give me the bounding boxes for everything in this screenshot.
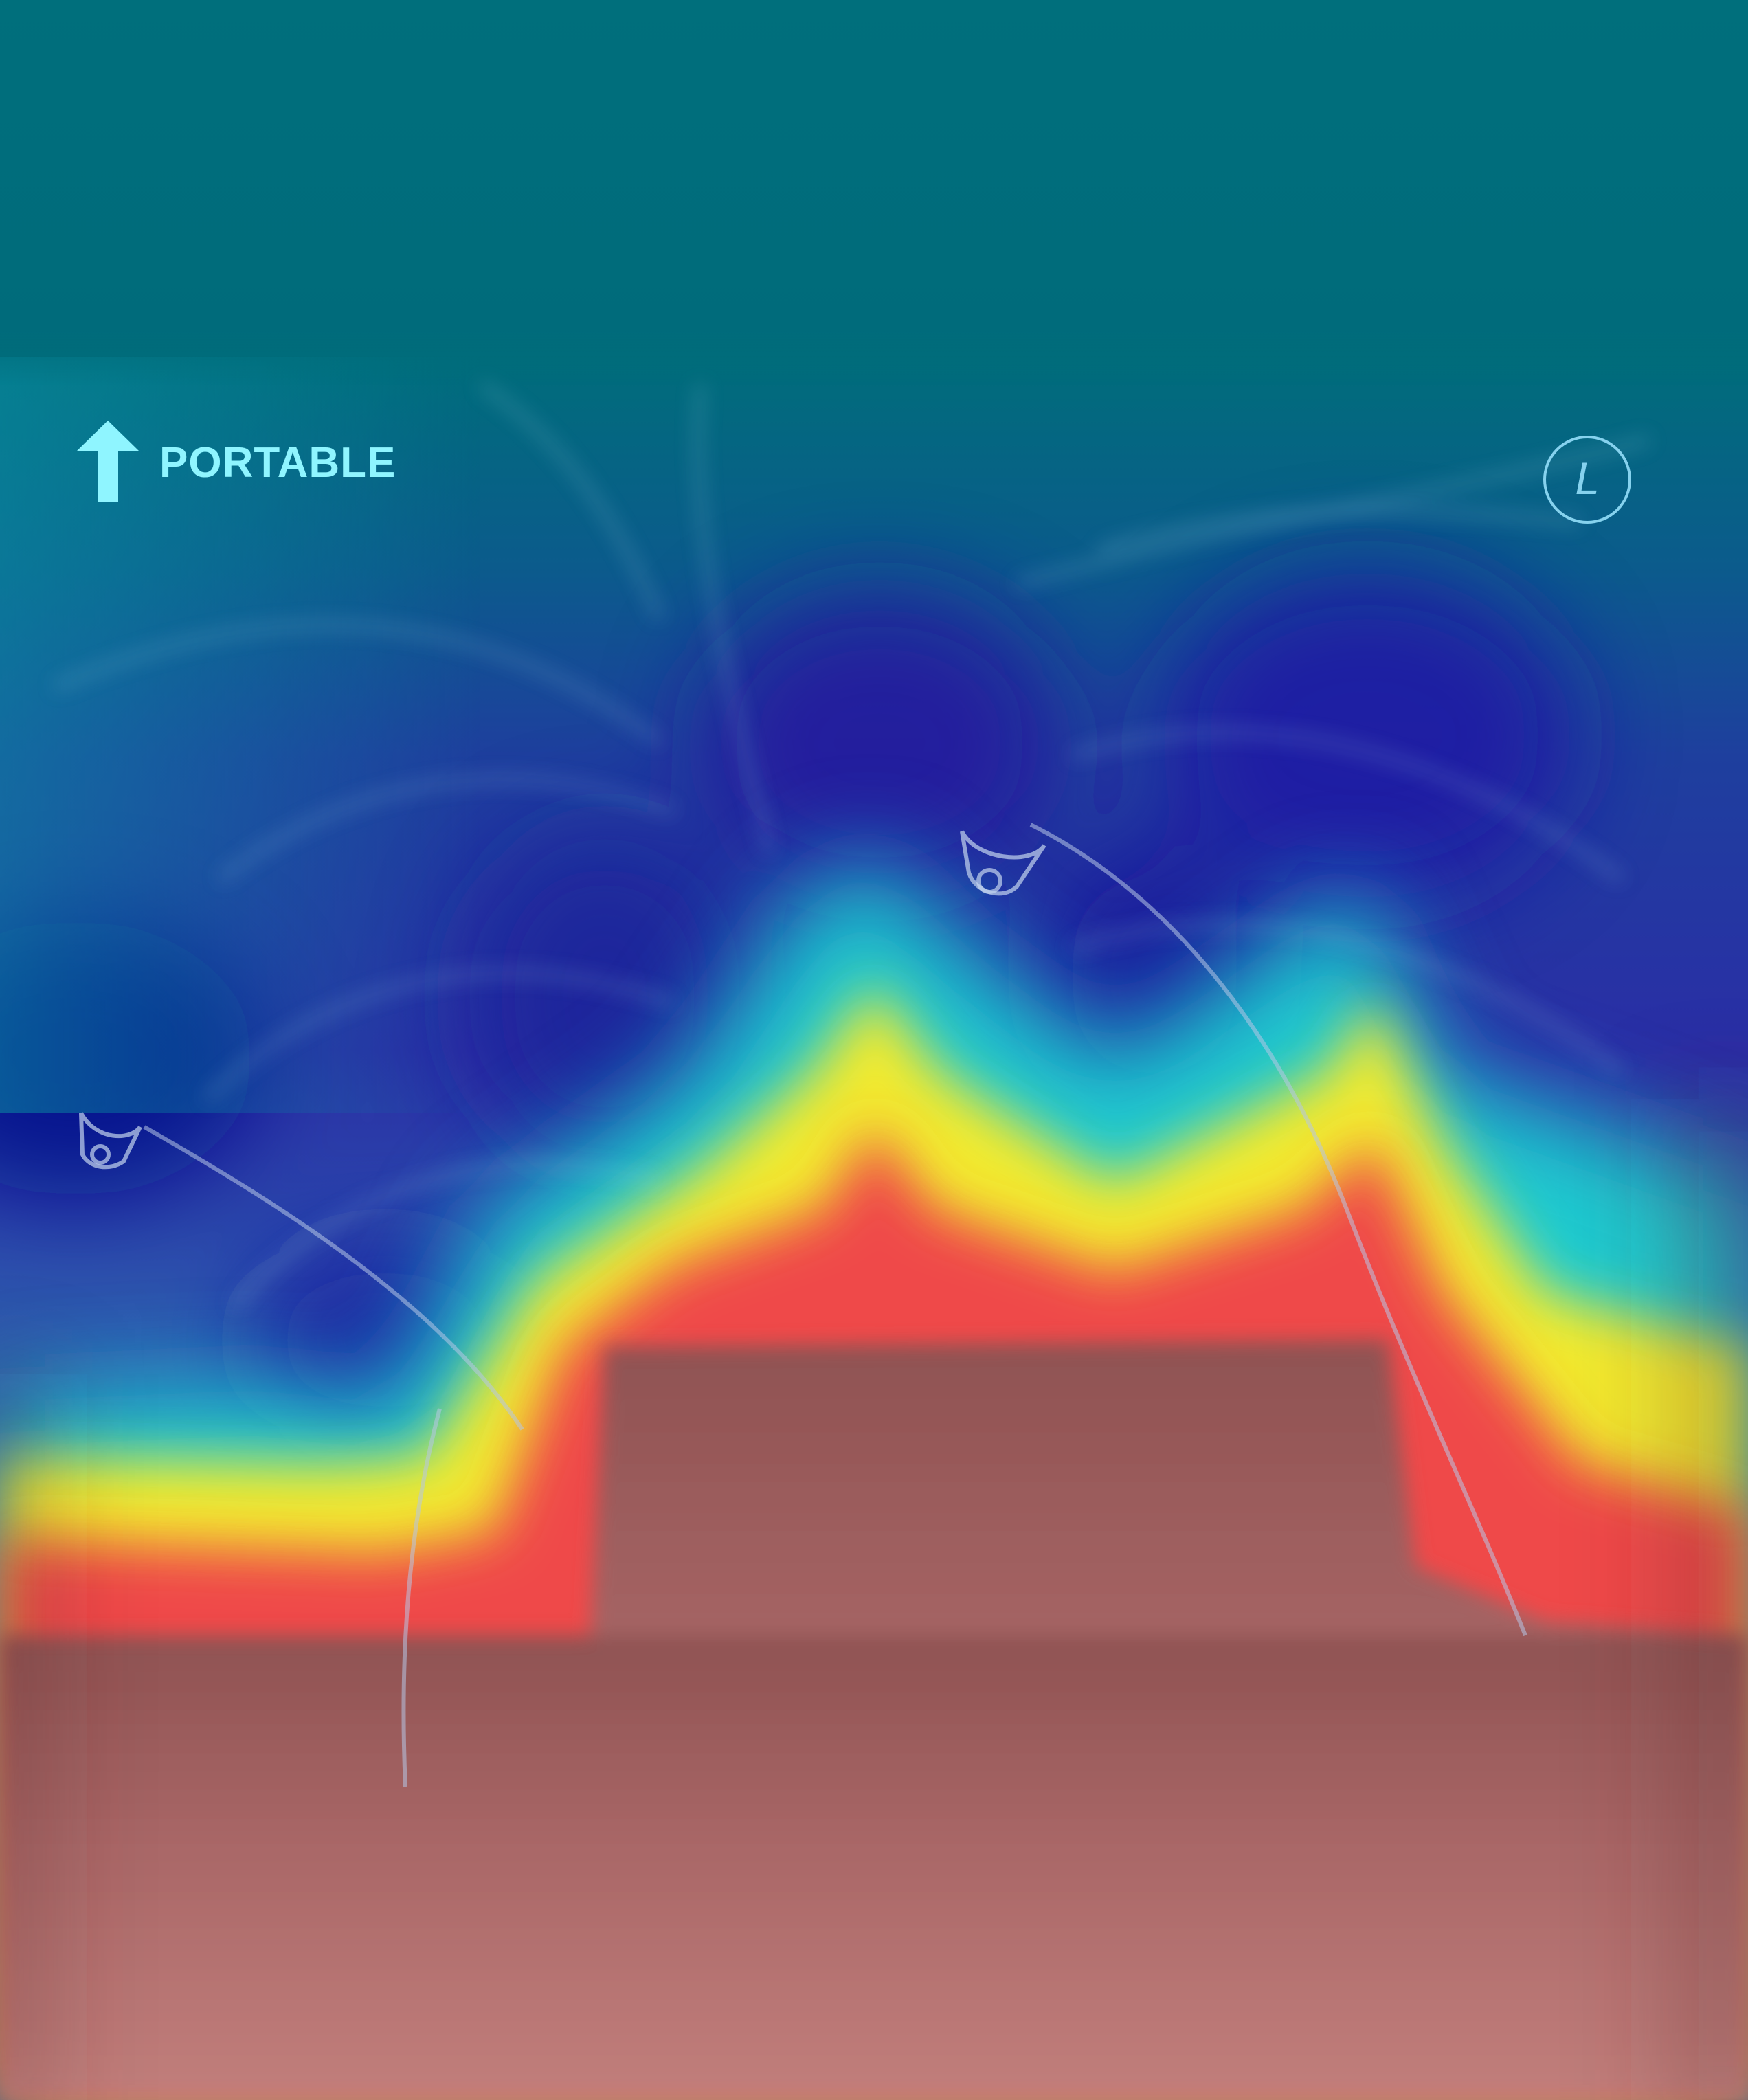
portable-label: PORTABLE — [159, 438, 396, 487]
side-marker-circle: L — [1543, 436, 1631, 524]
arrow-up-icon — [77, 421, 139, 505]
side-marker-label: L — [1575, 454, 1600, 504]
portable-marker: PORTABLE — [77, 421, 396, 505]
